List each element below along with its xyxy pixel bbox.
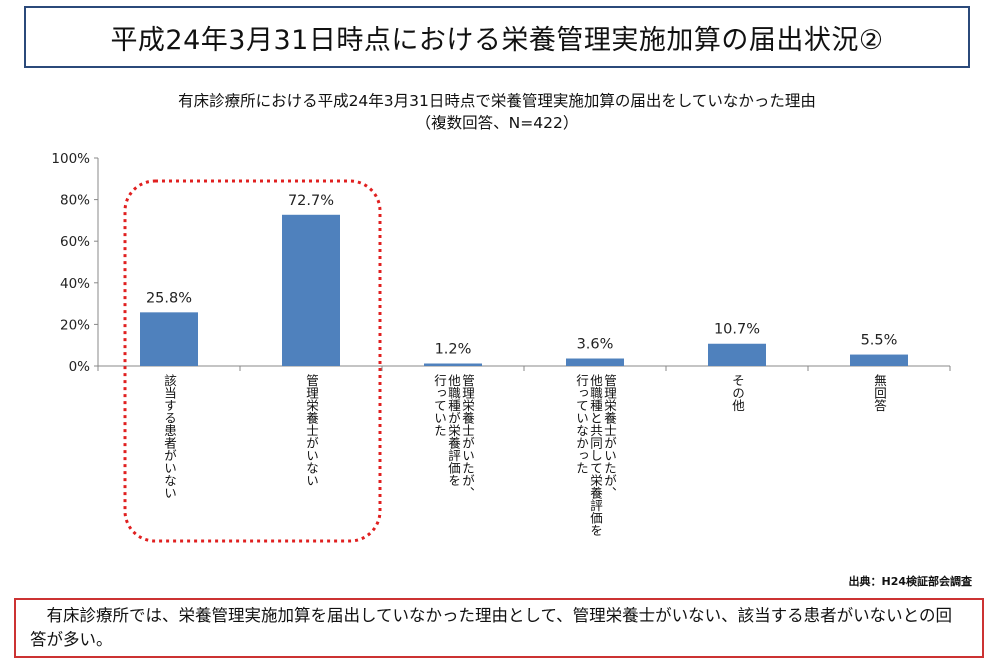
highlight-box: [123, 179, 382, 543]
bar: [708, 343, 766, 366]
y-tick-label: 80%: [60, 193, 90, 209]
x-tick-label: 無回答: [872, 374, 887, 412]
y-tick-label: 0%: [69, 359, 91, 375]
bar: [282, 214, 340, 366]
bar-chart: 0% 20% 40% 60% 80% 100% 25.8% 72.7% 1.2% 3.6% 10.…: [51, 151, 951, 543]
data-label: 5.5%: [861, 333, 898, 349]
data-label: 3.6%: [577, 337, 614, 353]
source-note: 出典：H24検証部会調査: [848, 575, 972, 588]
chart-subtitle: （複数回答、N=422）: [415, 114, 579, 132]
data-label: 25.8%: [146, 290, 192, 306]
bar: [566, 358, 624, 366]
bar: [140, 312, 198, 366]
page-title: 平成24年3月31日時点における栄養管理実施加算の届出状況②: [24, 6, 970, 68]
bar: [424, 363, 482, 366]
data-label: 72.7%: [288, 193, 334, 209]
y-tick-label: 20%: [60, 317, 90, 333]
y-tick-label: 40%: [60, 276, 90, 292]
y-tick-label: 60%: [60, 234, 90, 250]
x-tick-label: 管理栄養士がいたが、 他職種と共同して栄養評価を 行っていなかった: [574, 374, 617, 537]
data-label: 10.7%: [714, 322, 760, 338]
x-tick-label: その他: [730, 374, 745, 412]
bar: [850, 354, 908, 366]
y-tick-label: 100%: [51, 151, 90, 167]
chart-title: 有床診療所における平成24年3月31日時点で栄養管理実施加算の届出をしていなかっ…: [178, 92, 816, 110]
summary-box: 有床診療所では、栄養管理実施加算を届出していなかった理由として、管理栄養士がいな…: [14, 598, 984, 658]
x-tick-label: 管理栄養士がいない: [304, 374, 319, 487]
data-label: 1.2%: [435, 342, 472, 358]
x-tick-label: 管理栄養士がいたが、 他職種が栄養評価を 行っていた: [432, 374, 475, 499]
x-tick-label: 該当する患者がいない: [162, 374, 177, 499]
